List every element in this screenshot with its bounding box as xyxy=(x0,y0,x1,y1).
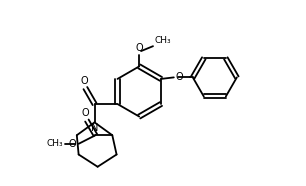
Text: O: O xyxy=(82,108,89,118)
Text: N: N xyxy=(91,123,98,133)
Text: O: O xyxy=(80,76,88,86)
Text: CH₃: CH₃ xyxy=(155,36,171,45)
Text: O: O xyxy=(175,72,183,82)
Text: O: O xyxy=(136,43,143,53)
Text: CH₃: CH₃ xyxy=(47,139,63,148)
Text: O: O xyxy=(69,139,76,149)
